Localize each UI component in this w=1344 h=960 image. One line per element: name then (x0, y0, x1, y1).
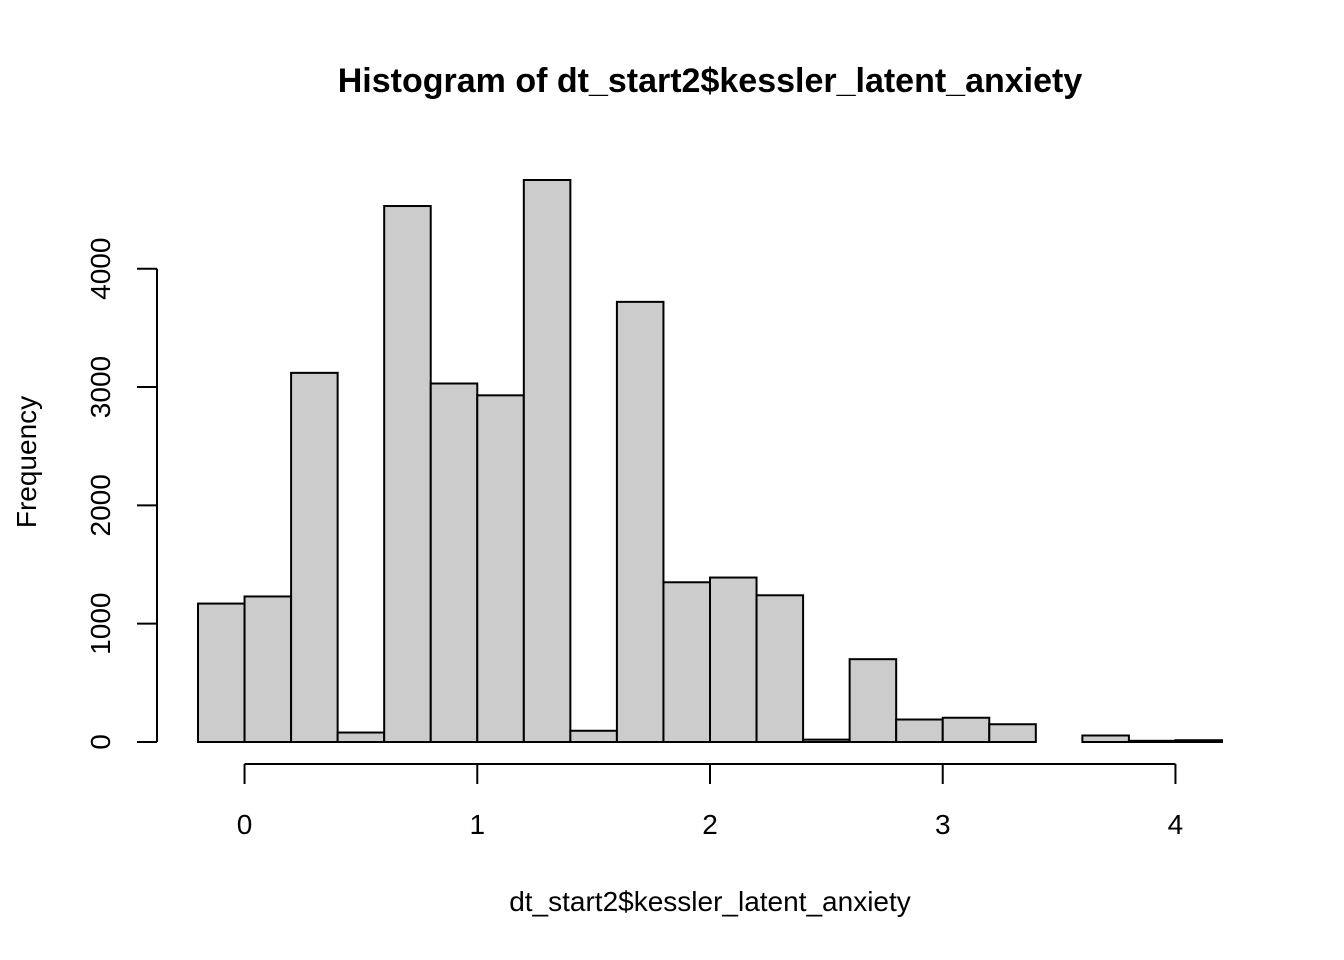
histogram-bar (476, 394, 525, 743)
y-tick-label: 2000 (85, 474, 116, 536)
x-tick-label: 4 (1168, 809, 1184, 840)
x-axis-label: dt_start2$kessler_latent_anxiety (509, 886, 911, 917)
histogram-bar (895, 718, 944, 744)
chart-title: Histogram of dt_start2$kessler_latent_an… (338, 62, 1083, 100)
histogram-bar (290, 371, 339, 743)
y-tick-label: 3000 (85, 356, 116, 418)
histogram-bar (383, 205, 432, 743)
histogram-bar (709, 576, 758, 744)
histogram-bar (569, 729, 618, 744)
histogram-bar (197, 602, 246, 744)
x-tick-label: 3 (935, 809, 951, 840)
histogram-bar (755, 594, 805, 743)
y-tick-label: 4000 (85, 238, 116, 300)
x-tick-label: 2 (702, 809, 718, 840)
histogram-bar (941, 716, 991, 743)
histogram-bar (662, 581, 711, 743)
y-axis-label: Frequency (11, 396, 42, 528)
histogram-bar (429, 382, 479, 743)
histogram-bar (243, 595, 293, 743)
y-axis: 0 1000 2000 3000 4000 (85, 238, 158, 750)
y-tick-label: 0 (85, 734, 116, 750)
histogram-bar (1174, 739, 1224, 744)
y-tick-label: 1000 (85, 593, 116, 655)
x-tick-label: 0 (237, 809, 253, 840)
histogram-bar (336, 731, 386, 743)
x-tick-label: 1 (469, 809, 485, 840)
histogram-bar (988, 723, 1037, 743)
histogram-bar (802, 738, 851, 743)
bars-group (197, 179, 1224, 744)
histogram-bar (522, 179, 572, 743)
histogram-bar (848, 658, 898, 744)
histogram-bar (1127, 739, 1177, 743)
histogram-bar (1081, 734, 1130, 743)
x-axis: 0 1 2 3 4 (237, 763, 1184, 840)
histogram-bar (615, 300, 665, 743)
